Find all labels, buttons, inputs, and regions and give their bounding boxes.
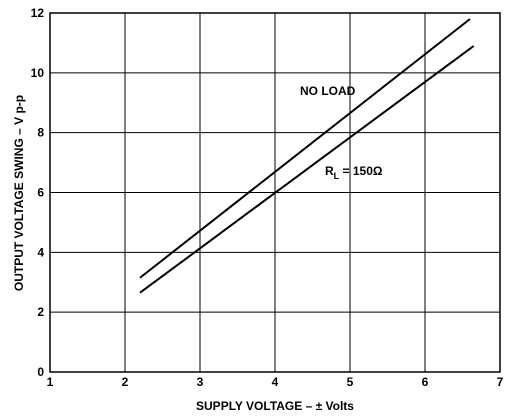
- x-tick-label: 2: [122, 375, 129, 389]
- x-tick-label: 5: [347, 375, 354, 389]
- y-tick-labels: 0 2 4 6 8 10 12: [31, 6, 45, 379]
- label-rl-r: R: [325, 164, 334, 178]
- label-rl-150: RL = 150Ω: [325, 164, 383, 181]
- plot-frame: [49, 12, 501, 373]
- series-line-rl-150: [139, 45, 475, 294]
- x-axis-title: SUPPLY VOLTAGE – ± Volts: [196, 399, 354, 413]
- y-tick-label: 2: [37, 305, 44, 319]
- y-tick-label: 4: [37, 245, 44, 259]
- y-axis-title: OUTPUT VOLTAGE SWING – V p-p: [12, 95, 26, 291]
- y-tick-label: 12: [31, 6, 45, 20]
- y-tick-label: 8: [37, 126, 44, 140]
- x-tick-labels: 1 2 3 4 5 6 7: [47, 375, 504, 389]
- x-tick-label: 1: [47, 375, 54, 389]
- y-tick-label: 10: [31, 66, 45, 80]
- series-lines: [139, 18, 475, 294]
- y-tick-label: 0: [37, 365, 44, 379]
- grid-lines: [50, 13, 500, 372]
- y-tick-label: 6: [37, 186, 44, 200]
- x-tick-label: 3: [197, 375, 204, 389]
- label-rl-sub: L: [334, 171, 340, 181]
- x-tick-label: 6: [422, 375, 429, 389]
- label-no-load: NO LOAD: [300, 84, 356, 98]
- label-rl-value: = 150Ω: [339, 164, 383, 178]
- series-line-no-load: [139, 18, 471, 279]
- x-tick-label: 4: [272, 375, 279, 389]
- x-tick-label: 7: [497, 375, 504, 389]
